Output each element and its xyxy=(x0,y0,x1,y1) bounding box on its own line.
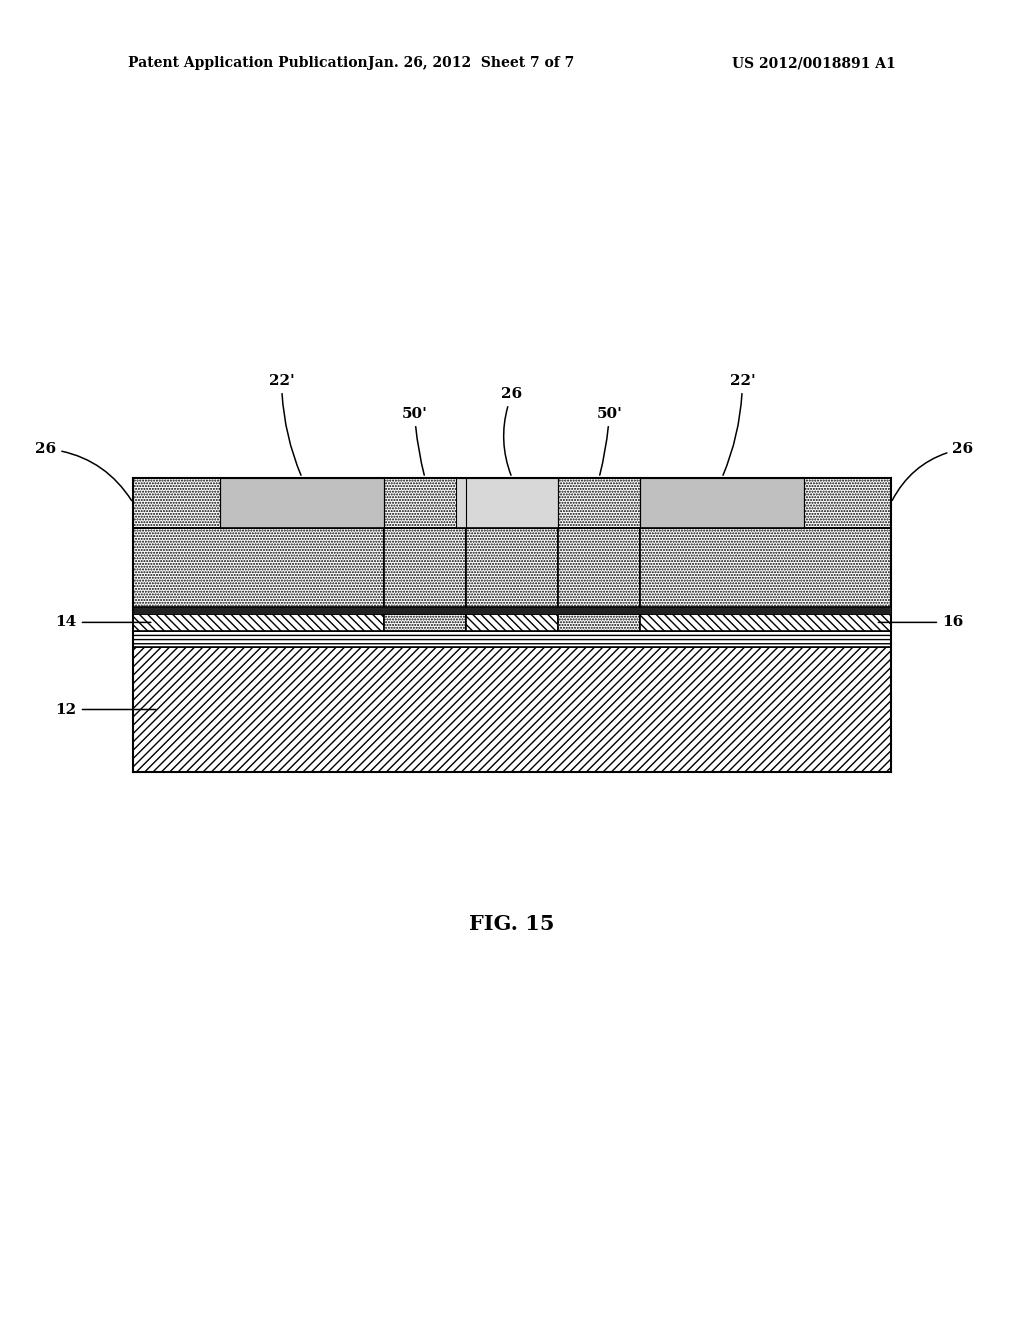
Text: Jan. 26, 2012  Sheet 7 of 7: Jan. 26, 2012 Sheet 7 of 7 xyxy=(368,57,574,70)
Text: 12: 12 xyxy=(55,702,156,717)
Text: 22': 22' xyxy=(723,374,756,475)
Bar xyxy=(384,528,466,607)
Text: FIG. 15: FIG. 15 xyxy=(469,913,555,935)
Bar xyxy=(456,478,558,528)
Text: 14: 14 xyxy=(55,615,151,630)
Bar xyxy=(640,528,891,607)
Bar xyxy=(133,647,891,772)
Text: US 2012/0018891 A1: US 2012/0018891 A1 xyxy=(732,57,896,70)
Bar xyxy=(558,528,640,607)
Text: 22': 22' xyxy=(268,374,301,475)
Bar xyxy=(558,614,640,631)
Bar xyxy=(133,478,891,528)
Bar xyxy=(466,614,558,631)
Text: 26: 26 xyxy=(892,442,974,500)
Text: 16: 16 xyxy=(879,615,964,630)
Bar xyxy=(133,528,384,607)
Bar xyxy=(384,614,466,631)
Bar xyxy=(220,478,384,528)
Bar xyxy=(466,528,558,607)
Text: Patent Application Publication: Patent Application Publication xyxy=(128,57,368,70)
Text: 50': 50' xyxy=(401,407,428,475)
Text: 26: 26 xyxy=(35,442,132,500)
Bar xyxy=(133,631,891,647)
Bar xyxy=(133,614,384,631)
Bar xyxy=(640,478,804,528)
Text: 50': 50' xyxy=(596,407,623,475)
Bar xyxy=(640,614,891,631)
Bar xyxy=(133,607,891,614)
Text: 26: 26 xyxy=(502,387,522,475)
Bar xyxy=(133,478,891,528)
